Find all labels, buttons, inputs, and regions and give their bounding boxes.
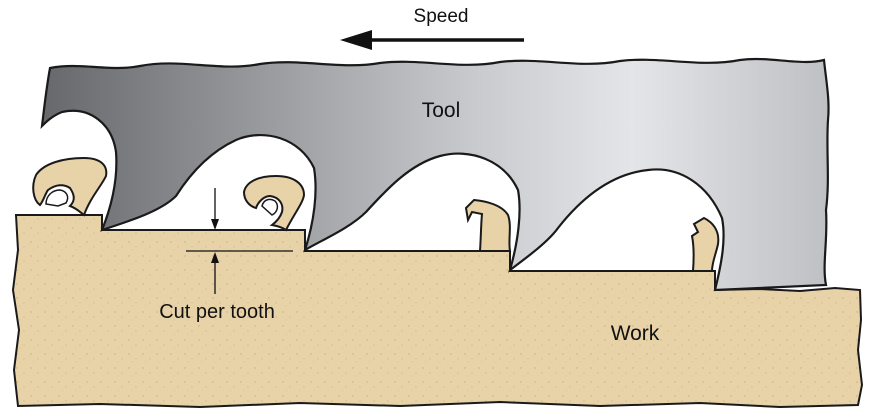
work-label: Work [611,322,660,345]
cut-per-tooth-dimension [186,188,293,294]
speed-arrow-icon [340,30,524,50]
tool-label: Tool [422,99,461,122]
cut-per-tooth-label: Cut per tooth [159,301,275,323]
chip-1 [32,156,108,217]
chip-4 [690,216,720,272]
speed-label: Speed [414,6,469,27]
chip-2 [242,174,306,232]
chip-3 [464,198,512,252]
saw-tool [40,57,830,292]
